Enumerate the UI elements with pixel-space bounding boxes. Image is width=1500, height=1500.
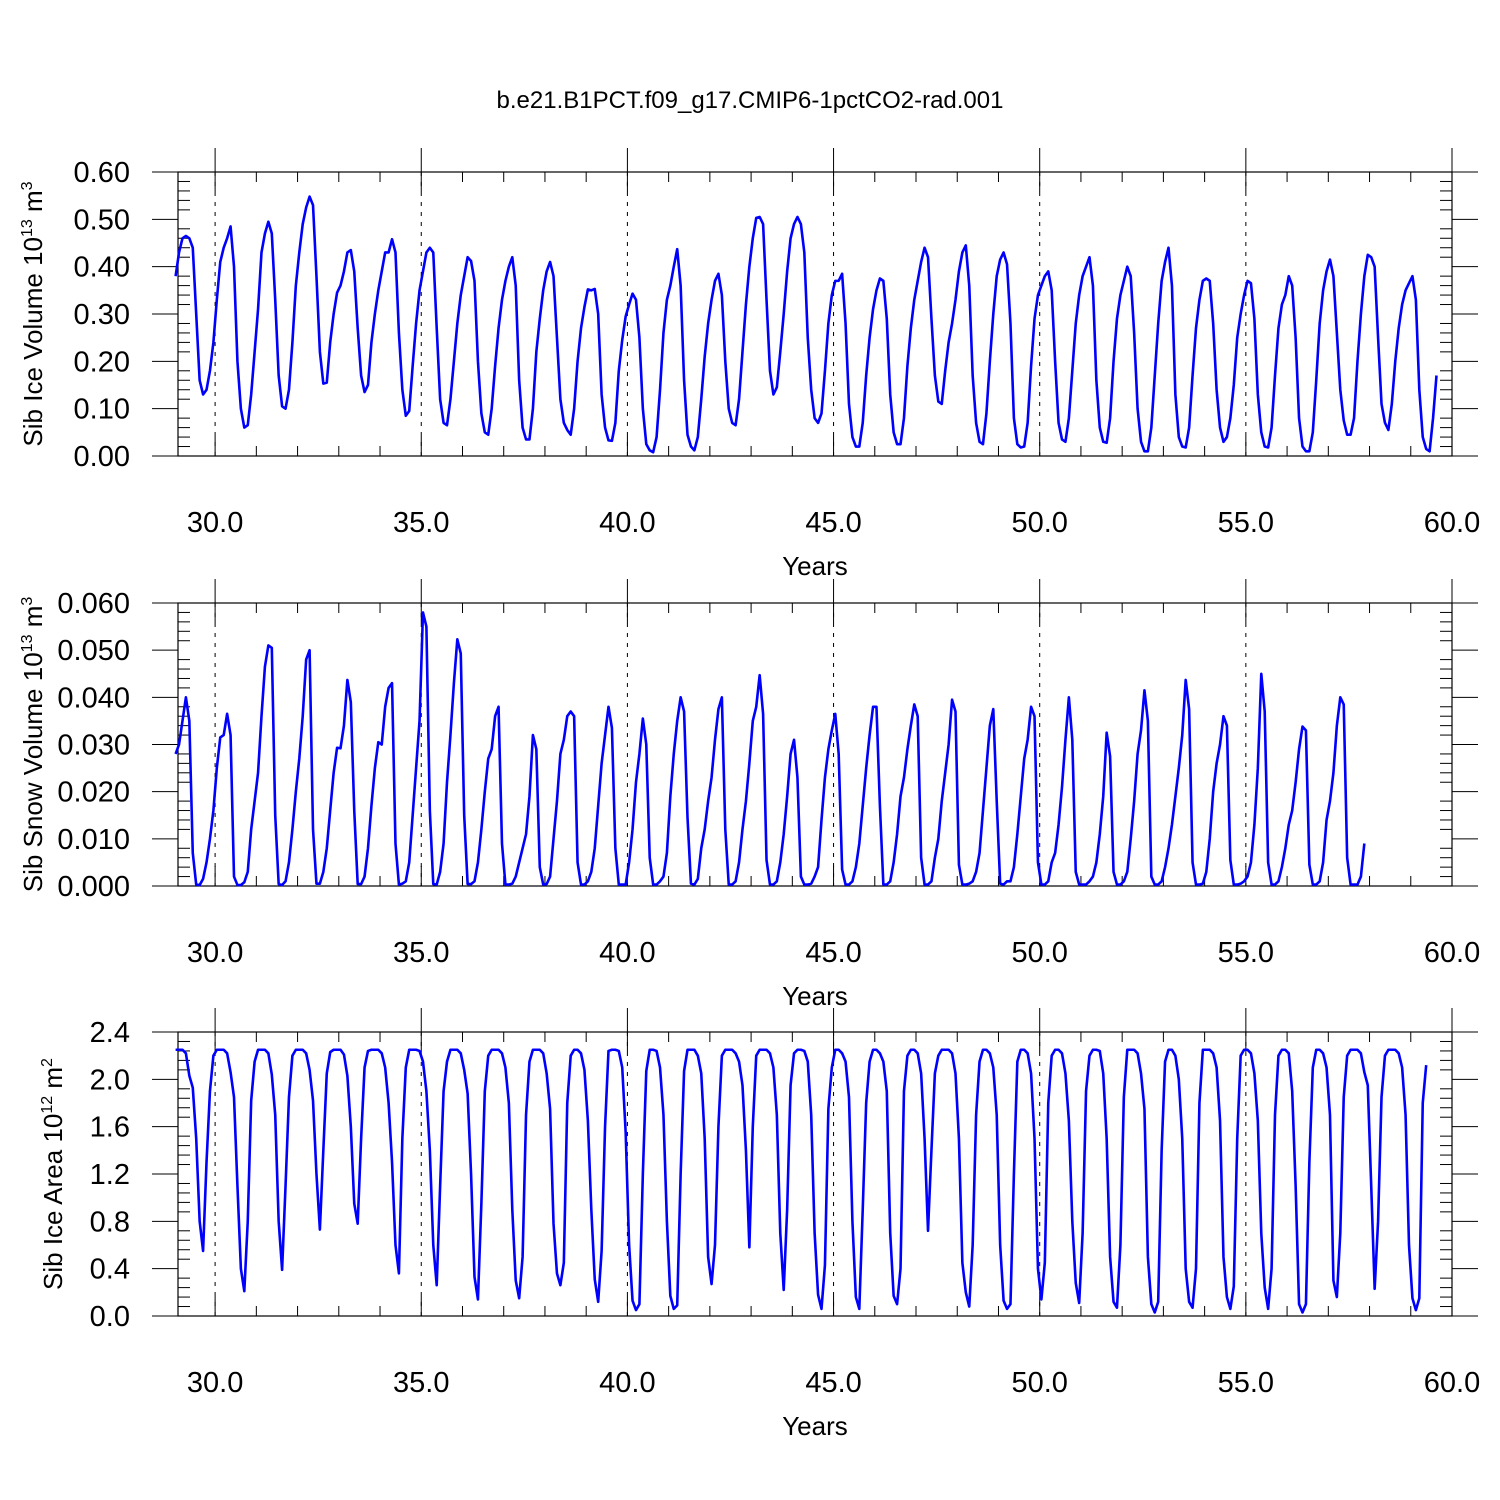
x-tick-label: 60.0 <box>1424 937 1480 969</box>
y-tick-label: 1.6 <box>90 1112 130 1144</box>
x-tick-label: 35.0 <box>393 937 449 969</box>
y-tick-label: 2.4 <box>90 1017 130 1049</box>
y-axis-title-part: 3 <box>19 597 36 606</box>
y-tick-label: 0.0 <box>90 1301 130 1333</box>
panel-snow-volume: 30.0 35.0 40.0 45.0 50.0 55.0 60.0 0.000 0.010 0.… <box>18 579 1480 1011</box>
y-tick-label: 0.060 <box>57 588 130 620</box>
y-axis-title: Sib Ice Area 1012 m2 <box>38 1058 68 1290</box>
x-axis-title: Years <box>782 551 848 581</box>
y-axis-title: Sib Ice Volume 1013 m3 <box>18 181 48 446</box>
y-axis-title-part: 12 <box>39 1096 56 1114</box>
y-tick-label: 0.10 <box>74 394 130 426</box>
y-axis-title-part: m <box>18 190 48 219</box>
x-tick-label: 45.0 <box>805 507 861 539</box>
x-tick-label: 35.0 <box>393 507 449 539</box>
y-tick-label: 0.40 <box>74 252 130 284</box>
x-tick-label: 45.0 <box>805 1367 861 1399</box>
y-tick-label: 0.000 <box>57 871 130 903</box>
y-axis-title-part: m <box>18 606 48 635</box>
x-tick-label: 50.0 <box>1011 507 1067 539</box>
series-line-snow-volume <box>174 611 1366 887</box>
x-tick-label: 55.0 <box>1218 1367 1274 1399</box>
x-axis-title: Years <box>782 981 848 1011</box>
y-axis-title-part: 2 <box>39 1058 56 1067</box>
x-tick-label: 40.0 <box>599 507 655 539</box>
panel-ice-volume: 30.0 35.0 40.0 45.0 50.0 55.0 60.0 0.00 0.10 0.20… <box>18 148 1480 581</box>
x-tick-label: 55.0 <box>1218 507 1274 539</box>
y-axis-title-part: 13 <box>19 219 36 237</box>
y-tick-label: 0.030 <box>57 730 130 762</box>
y-axis-title-part: m <box>38 1067 68 1096</box>
y-tick-label: 2.0 <box>90 1064 130 1096</box>
x-tick-label: 45.0 <box>805 937 861 969</box>
y-axis-title-part: Sib Ice Volume 10 <box>18 237 48 447</box>
y-tick-label: 0.20 <box>74 346 130 378</box>
x-tick-label: 55.0 <box>1218 937 1274 969</box>
y-tick-label: 0.8 <box>90 1206 130 1238</box>
y-tick-label: 0.00 <box>74 441 130 473</box>
y-tick-label: 1.2 <box>90 1159 130 1191</box>
y-tick-label: 0.040 <box>57 682 130 714</box>
y-tick-label: 0.30 <box>74 299 130 331</box>
x-tick-label: 30.0 <box>187 1367 243 1399</box>
y-tick-label: 0.60 <box>74 157 130 189</box>
y-axis-title-part: 13 <box>19 634 36 652</box>
chart-title: b.e21.B1PCT.f09_g17.CMIP6-1pctCO2-rad.00… <box>497 87 1004 114</box>
x-tick-label: 60.0 <box>1424 507 1480 539</box>
x-tick-label: 60.0 <box>1424 1367 1480 1399</box>
x-tick-label: 40.0 <box>599 937 655 969</box>
panel-ice-area: 30.0 35.0 40.0 45.0 50.0 55.0 60.0 0.0 0.4 0.8 1.2… <box>38 1008 1480 1441</box>
x-tick-label: 35.0 <box>393 1367 449 1399</box>
y-axis-title: Sib Snow Volume 1013 m3 <box>18 597 48 893</box>
series-line-ice-volume <box>174 195 1438 454</box>
x-tick-label: 50.0 <box>1011 937 1067 969</box>
x-tick-label: 40.0 <box>599 1367 655 1399</box>
y-tick-label: 0.020 <box>57 777 130 809</box>
x-axis-title: Years <box>782 1411 848 1441</box>
series-line-ice-area <box>175 1048 1428 1314</box>
y-tick-label: 0.50 <box>74 204 130 236</box>
plot-frame <box>177 1031 1453 1317</box>
x-tick-label: 50.0 <box>1011 1367 1067 1399</box>
x-tick-label: 30.0 <box>187 937 243 969</box>
y-axis-title-part: 3 <box>19 181 36 190</box>
y-axis-title-part: Sib Ice Area 10 <box>38 1114 68 1290</box>
y-axis-title-part: Sib Snow Volume 10 <box>18 652 48 892</box>
plot-frame <box>177 171 1453 457</box>
y-tick-label: 0.010 <box>57 824 130 856</box>
y-tick-label: 0.050 <box>57 635 130 667</box>
x-tick-label: 30.0 <box>187 507 243 539</box>
y-tick-label: 0.4 <box>90 1254 130 1286</box>
